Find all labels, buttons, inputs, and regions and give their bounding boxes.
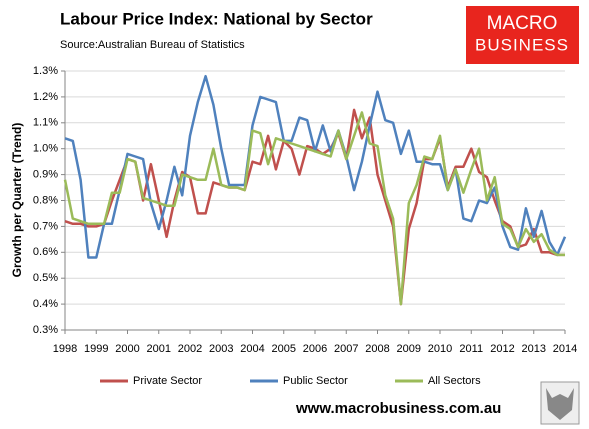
x-tick-label: 2002 (178, 343, 202, 355)
series-line (63, 111, 565, 306)
y-tick-label: 0.8% (33, 194, 58, 206)
x-tick-label: 2010 (428, 343, 452, 355)
chart-title: Labour Price Index: National by Sector (60, 9, 373, 28)
x-tick-label: 2012 (490, 343, 514, 355)
logo-text: BUSINESS (475, 35, 569, 54)
x-tick-label: 1999 (84, 343, 108, 355)
series-line (64, 108, 565, 306)
website: www.macrobusiness.com.au (295, 400, 501, 417)
y-tick-label: 0.3% (33, 324, 58, 336)
x-tick-label: 2001 (147, 343, 171, 355)
y-axis-label: Growth per Quarter (Trend) (10, 123, 24, 278)
x-tick-label: 2006 (303, 343, 327, 355)
legend-label: All Sectors (428, 375, 481, 387)
x-tick-label: 2000 (115, 343, 139, 355)
x-tick-label: 1998 (53, 343, 77, 355)
chart-subtitle: Source:Australian Bureau of Statistics (60, 39, 245, 51)
y-tick-label: 0.6% (33, 246, 58, 258)
x-tick-label: 2011 (459, 343, 483, 355)
y-tick-label: 0.4% (33, 298, 58, 310)
x-tick-label: 2003 (209, 343, 233, 355)
x-tick-label: 2007 (334, 343, 358, 355)
x-tick-label: 2004 (240, 343, 264, 355)
y-tick-label: 1.2% (33, 91, 58, 103)
y-tick-label: 0.7% (33, 220, 58, 232)
y-tick-label: 1.3% (33, 65, 58, 77)
legend-label: Private Sector (133, 375, 202, 387)
x-tick-label: 2013 (522, 343, 546, 355)
y-tick-label: 1.1% (33, 117, 58, 129)
x-tick-label: 2005 (272, 343, 296, 355)
x-tick-label: 2008 (365, 343, 389, 355)
logo-box (466, 6, 579, 64)
y-tick-label: 0.5% (33, 272, 58, 284)
y-tick-label: 1.0% (33, 143, 58, 155)
x-tick-label: 2014 (553, 343, 577, 355)
y-tick-label: 0.9% (33, 169, 58, 181)
wolf-icon (540, 381, 580, 425)
logo-text: MACRO (487, 13, 558, 34)
legend-label: Public Sector (283, 375, 348, 387)
series-line (64, 74, 567, 259)
x-tick-label: 2009 (397, 343, 421, 355)
